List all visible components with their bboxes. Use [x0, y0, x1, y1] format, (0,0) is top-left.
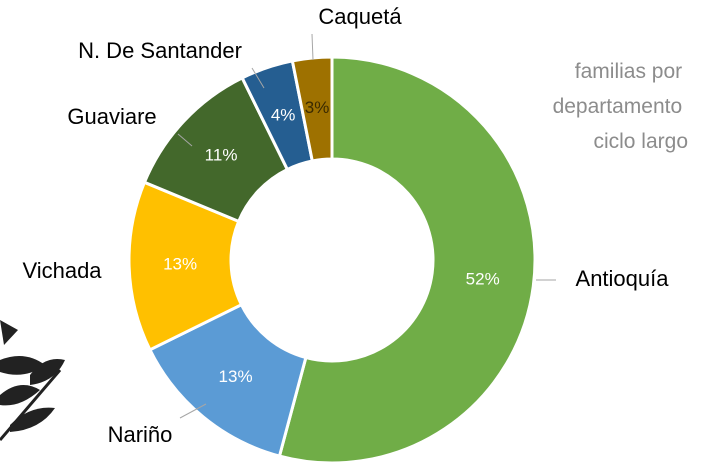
category-label: Vichada — [22, 258, 102, 283]
title-line: departamento — [553, 95, 683, 118]
chart-title: familias por departamento ciclo largo — [553, 60, 688, 153]
value-label: 13% — [219, 367, 253, 386]
title-line: ciclo largo — [593, 130, 688, 153]
category-label: Antioquía — [576, 266, 670, 291]
value-label: 11% — [205, 146, 238, 165]
leader-line — [179, 403, 207, 419]
title-line: familias por — [575, 60, 682, 83]
leaf-icon — [0, 320, 65, 441]
category-label: Guaviare — [67, 104, 156, 129]
leader-line — [311, 33, 314, 61]
category-label: Nariño — [108, 422, 173, 447]
value-label: 52% — [466, 269, 500, 288]
leader-line — [177, 133, 193, 147]
category-label: Caquetá — [318, 4, 402, 29]
donut-slice — [290, 55, 334, 163]
category-label: N. De Santander — [78, 38, 242, 63]
donut-slice — [277, 55, 537, 464]
value-label: 13% — [163, 254, 197, 273]
leader-line — [251, 67, 265, 89]
value-label: 3% — [305, 98, 330, 117]
value-label: 4% — [271, 106, 296, 125]
